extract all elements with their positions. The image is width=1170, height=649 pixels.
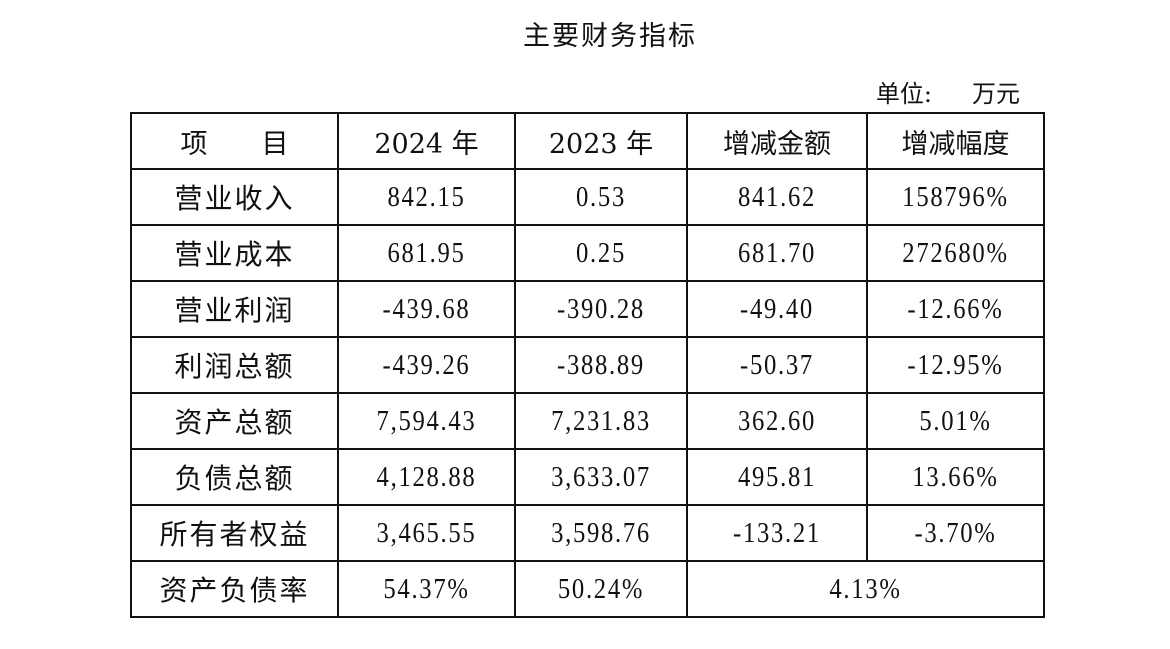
row-label: 利润总额 [130, 336, 339, 394]
table-cell: 5.01% [879, 392, 1032, 450]
table-cell: 362.60 [699, 392, 855, 450]
table-cell: 495.81 [699, 448, 855, 506]
table-row: 利润总额 -439.26 -388.89 -50.37 -12.95% [130, 336, 1044, 394]
table-cell: 3,598.76 [527, 504, 675, 562]
table-cell: 4.13% [712, 560, 1019, 618]
table-cell: 7,594.43 [350, 392, 503, 450]
row-label: 资产负债率 [130, 560, 339, 618]
table-cell: 3,465.55 [350, 504, 503, 562]
column-header: 项 目 [130, 112, 339, 170]
column-header: 增减幅度 [866, 112, 1045, 170]
table-cell: 158796% [879, 168, 1032, 226]
table-row: 负债总额 4,128.88 3,633.07 495.81 13.66% [130, 448, 1044, 506]
unit-note: 单位: 万元 [876, 74, 1020, 109]
table-cell: -133.21 [699, 504, 855, 562]
table-cell: -49.40 [699, 280, 855, 338]
table-cell: 7,231.83 [527, 392, 675, 450]
column-header: 2023 年 [514, 112, 688, 170]
column-header: 2024 年 [337, 112, 516, 170]
column-header: 增减金额 [686, 112, 868, 170]
table-cell: 841.62 [699, 168, 855, 226]
table-cell: 54.37% [350, 560, 503, 618]
table-row: 营业收入 842.15 0.53 841.62 158796% [130, 168, 1044, 226]
table-cell: -50.37 [699, 336, 855, 394]
financial-indicators-table: 项 目 2024 年 2023 年增减金额 增减幅度 营业收入 842.15 0.53 841… [130, 112, 1045, 618]
row-label: 所有者权益 [130, 504, 339, 562]
table-cell: 272680% [879, 224, 1032, 282]
row-label: 资产总额 [130, 392, 339, 450]
table-cell: -12.66% [879, 280, 1032, 338]
table-cell: -439.68 [350, 280, 503, 338]
table-cell: 0.25 [527, 224, 675, 282]
row-label: 营业利润 [130, 280, 339, 338]
table-cell: 13.66% [879, 448, 1032, 506]
page-title: 主要财务指标 [523, 21, 697, 52]
table-cell: 50.24% [527, 560, 675, 618]
table-cell: -439.26 [350, 336, 503, 394]
table-row: 所有者权益 3,465.55 3,598.76 -133.21 -3.70% [130, 504, 1044, 562]
unit-value: 万元 [972, 80, 1020, 108]
table-cell: -390.28 [527, 280, 675, 338]
table-row: 营业成本 681.95 0.25 681.70 272680% [130, 224, 1044, 282]
table-cell: -12.95% [879, 336, 1032, 394]
table-cell: 681.70 [699, 224, 855, 282]
table-cell: 681.95 [350, 224, 503, 282]
header-row: 项 目 2024 年 2023 年增减金额 增减幅度 [130, 112, 1045, 170]
table-cell: -3.70% [879, 504, 1032, 562]
table-cell: 0.53 [527, 168, 675, 226]
row-label: 营业收入 [130, 168, 339, 226]
row-label: 负债总额 [130, 448, 339, 506]
table-row: 营业利润 -439.68 -390.28 -49.40 -12.66% [130, 280, 1044, 338]
row-label: 营业成本 [130, 224, 339, 282]
table-row: 资产总额 7,594.43 7,231.83 362.60 5.01% [130, 392, 1044, 450]
table-cell: 842.15 [350, 168, 503, 226]
table-cell: 3,633.07 [527, 448, 675, 506]
table-cell: 4,128.88 [350, 448, 503, 506]
unit-label: 单位: [875, 80, 932, 108]
table-row: 资产负债率 54.37% 50.24% 4.13% [130, 560, 1044, 618]
table-cell: -388.89 [527, 336, 675, 394]
